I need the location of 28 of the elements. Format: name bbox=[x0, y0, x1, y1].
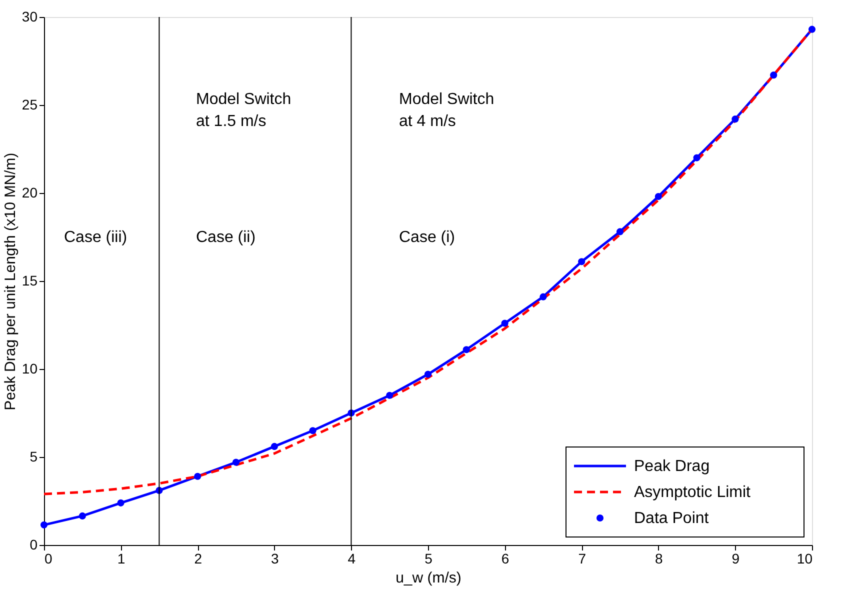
annotation: Model Switch at 4 m/s bbox=[399, 91, 494, 130]
x-tick-label: 4 bbox=[348, 550, 356, 566]
legend-label: Asymptotic Limit bbox=[634, 484, 752, 501]
y-axis-title: Peak Drag per unit Length (x10 MN/m) bbox=[2, 152, 19, 410]
legend-label: Data Point bbox=[634, 510, 710, 527]
y-tick-label: 5 bbox=[30, 448, 38, 464]
x-tick-label: 1 bbox=[117, 550, 126, 566]
y-tick-label: 15 bbox=[22, 272, 38, 288]
x-tick-label: 7 bbox=[578, 550, 586, 566]
legend-label: Peak Drag bbox=[634, 458, 710, 475]
y-tick-label: 25 bbox=[22, 96, 38, 112]
y-tick-label: 0 bbox=[30, 536, 38, 552]
annotation: Case (ii) bbox=[196, 229, 256, 246]
x-tick-label: 9 bbox=[732, 550, 740, 566]
annotation: Case (i) bbox=[399, 229, 456, 246]
x-tick-label: 8 bbox=[655, 550, 663, 566]
x-tick-label: 10 bbox=[796, 550, 813, 566]
annotation: Case (iii) bbox=[64, 229, 128, 246]
x-tick-label: 2 bbox=[194, 550, 202, 566]
x-tick-label: 0 bbox=[44, 550, 52, 566]
annotation: Model Switch at 1.5 m/s bbox=[196, 91, 292, 130]
x-tick-label: 6 bbox=[501, 550, 510, 566]
y-tick-label: 30 bbox=[22, 8, 38, 24]
x-axis-title: u_w (m/s) bbox=[396, 570, 462, 586]
y-tick-label: 10 bbox=[22, 360, 38, 376]
x-tick-label: 5 bbox=[424, 550, 433, 566]
x-tick-label: 3 bbox=[271, 550, 279, 566]
y-tick-label: 20 bbox=[22, 184, 38, 200]
